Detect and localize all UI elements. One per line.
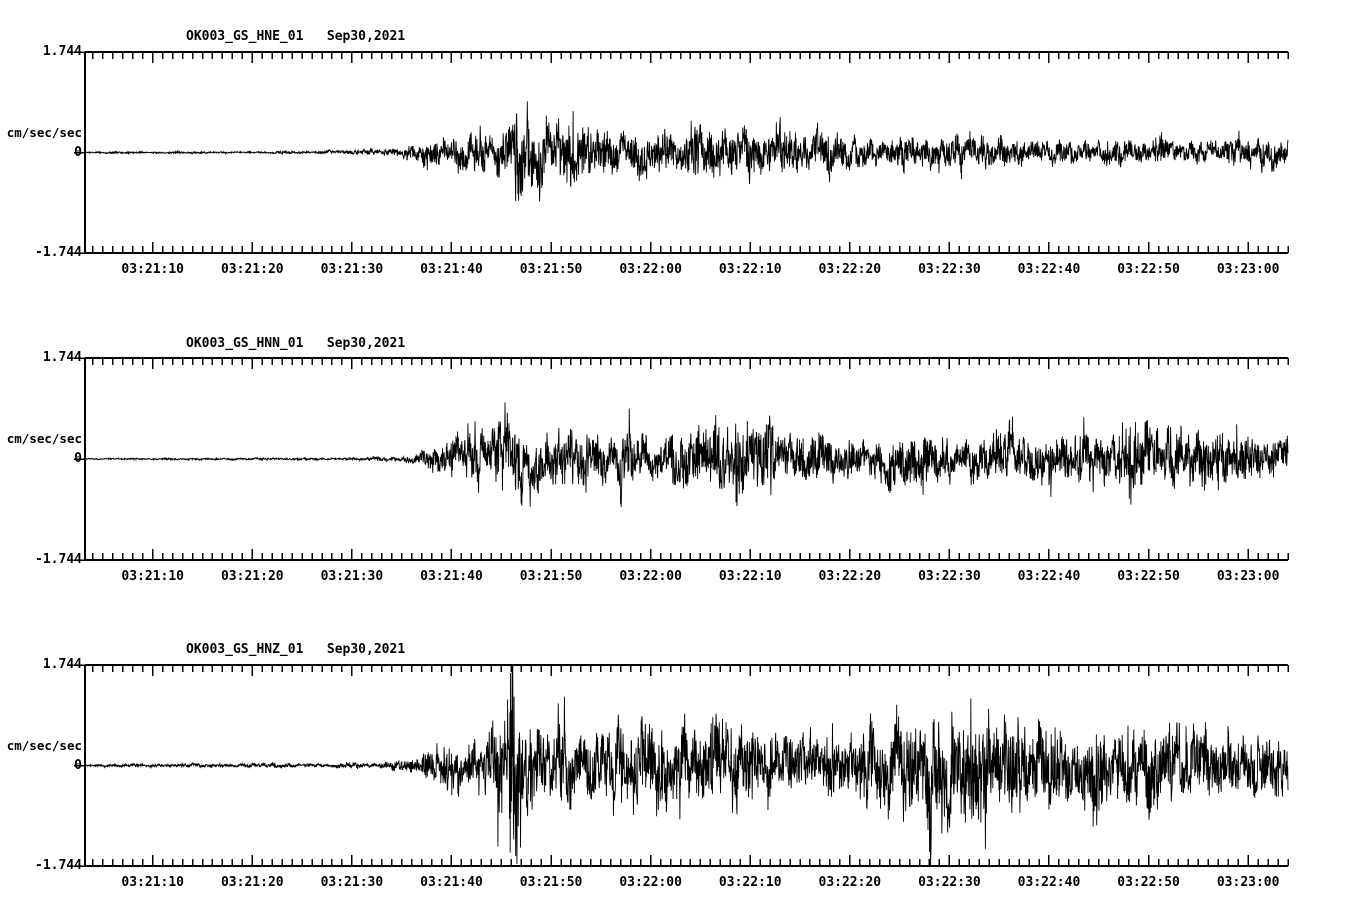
x-tick-label-hne-9: 03:22:40 [1017, 262, 1081, 277]
y-tick-min-hnz: -1.744 [35, 858, 82, 873]
x-tick-label-hne-6: 03:22:10 [718, 262, 782, 277]
x-tick-label-hnn-7: 03:22:20 [818, 569, 882, 584]
panel-title-hnn: OK003_GS_HNN_01 Sep30,2021 [186, 336, 406, 351]
x-tick-label-hnz-2: 03:21:30 [320, 875, 384, 890]
x-tick-label-hnn-6: 03:22:10 [718, 569, 782, 584]
y-tick-zero-hnz: 0 [74, 757, 82, 773]
x-tick-label-hnz-4: 03:21:50 [519, 875, 583, 890]
y-tick-min-hnn: -1.744 [35, 552, 82, 567]
x-tick-label-hnz-10: 03:22:50 [1117, 875, 1180, 890]
y-axis-units-label-hnz: cm/sec/sec [6, 737, 82, 753]
x-tick-label-hnn-10: 03:22:50 [1117, 569, 1180, 584]
x-tick-label-hnn-2: 03:21:30 [320, 569, 384, 584]
y-tick-max-hnn: 1.744 [42, 350, 82, 365]
x-tick-label-hne-0: 03:21:10 [121, 262, 185, 277]
panel-title-hnz: OK003_GS_HNZ_01 Sep30,2021 [186, 642, 406, 657]
x-tick-label-hnn-5: 03:22:00 [619, 569, 682, 584]
x-tick-label-hnz-8: 03:22:30 [918, 875, 981, 890]
x-tick-label-hnz-9: 03:22:40 [1017, 875, 1081, 890]
y-tick-min-hne: -1.744 [35, 245, 82, 260]
y-tick-zero-hne: 0 [74, 144, 82, 160]
x-tick-label-hnn-8: 03:22:30 [918, 569, 981, 584]
x-tick-label-hne-1: 03:21:20 [220, 262, 284, 277]
x-tick-label-hnn-4: 03:21:50 [519, 569, 583, 584]
y-tick-zero-hnn: 0 [74, 451, 82, 466]
x-tick-label-hnn-0: 03:21:10 [121, 569, 185, 584]
x-tick-label-hne-3: 03:21:40 [420, 262, 483, 277]
panel-title-hne: OK003_GS_HNE_01 Sep30,2021 [186, 29, 406, 44]
x-tick-label-hne-8: 03:22:30 [918, 262, 981, 277]
x-tick-label-hne-10: 03:22:50 [1117, 262, 1180, 277]
x-tick-label-hne-11: 03:23:00 [1216, 262, 1280, 277]
x-tick-label-hne-5: 03:22:00 [619, 262, 682, 277]
x-tick-label-hnz-1: 03:21:20 [220, 875, 284, 890]
x-tick-label-hnz-7: 03:22:20 [818, 875, 882, 890]
x-tick-label-hnn-11: 03:23:00 [1216, 569, 1280, 584]
x-tick-label-hnz-6: 03:22:10 [718, 875, 782, 890]
x-tick-label-hnz-3: 03:21:40 [420, 875, 483, 890]
x-tick-label-hne-7: 03:22:20 [818, 262, 882, 277]
y-tick-max-hnz: 1.744 [42, 657, 82, 672]
x-tick-label-hnn-9: 03:22:40 [1017, 569, 1081, 584]
x-tick-label-hnz-11: 03:23:00 [1216, 875, 1280, 890]
x-tick-label-hnn-3: 03:21:40 [420, 569, 483, 584]
x-tick-label-hnz-0: 03:21:10 [121, 875, 185, 890]
x-tick-label-hnn-1: 03:21:20 [220, 569, 284, 584]
x-tick-label-hne-4: 03:21:50 [519, 262, 583, 277]
x-tick-label-hne-2: 03:21:30 [320, 262, 384, 277]
y-axis-units-label-hne: cm/sec/sec [6, 124, 82, 140]
y-tick-max-hne: 1.744 [42, 44, 82, 59]
x-tick-label-hnz-5: 03:22:00 [619, 875, 682, 890]
y-axis-units-label-hnn: cm/sec/sec [6, 431, 82, 446]
